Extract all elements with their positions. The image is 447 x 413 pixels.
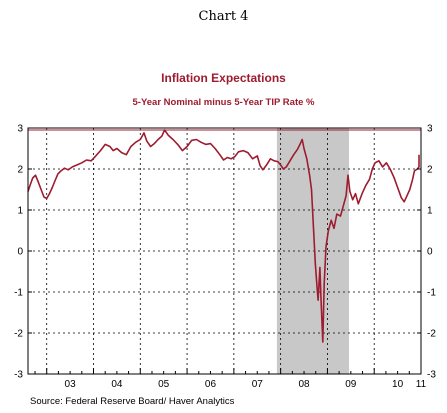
y-tick-label-left: 3	[17, 124, 23, 135]
y-tick-label-right: -3	[427, 370, 436, 381]
y-tick-label-left: 2	[17, 165, 23, 176]
x-tick-label: 10	[392, 379, 404, 390]
y-tick-label-right: -2	[427, 329, 436, 340]
y-tick-label-right: 0	[427, 247, 433, 258]
x-tick-label: 07	[252, 379, 264, 390]
y-tick-label-right: 3	[427, 124, 433, 135]
x-tick-label: 03	[65, 379, 77, 390]
x-tick-label: 11	[416, 379, 427, 390]
y-tick-label-left: -3	[14, 370, 23, 381]
x-tick-label: 04	[111, 379, 123, 390]
source-note: Source: Federal Reserve Board/ Haver Ana…	[30, 396, 235, 407]
y-tick-label-right: 1	[427, 206, 433, 217]
x-tick-label: 05	[158, 379, 170, 390]
chart-subtitle: 5-Year Nominal minus 5-Year TIP Rate %	[132, 97, 315, 108]
y-tick-label-left: 1	[17, 206, 23, 217]
document-title: Chart 4	[198, 9, 249, 24]
y-tick-label-right: 2	[427, 165, 433, 176]
series-line	[27, 129, 420, 343]
y-tick-label-left: 0	[17, 247, 23, 258]
chart-title: Inflation Expectations	[161, 71, 286, 85]
x-tick-label: 09	[345, 379, 357, 390]
y-tick-label-right: -1	[427, 288, 436, 299]
y-tick-label-left: -1	[14, 288, 23, 299]
y-tick-label-left: -2	[14, 329, 23, 340]
x-tick-label: 06	[205, 379, 217, 390]
x-tick-label: 08	[298, 379, 310, 390]
